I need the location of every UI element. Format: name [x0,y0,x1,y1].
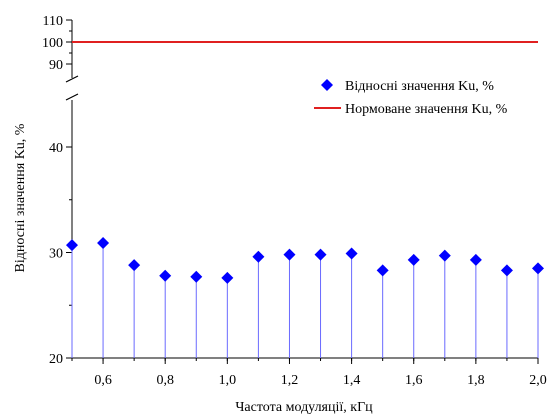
y-tick-label: 20 [49,352,63,367]
y-tick-label: 30 [49,247,63,262]
data-point [128,259,141,272]
data-point [190,270,203,283]
axis-break-mark [65,93,79,101]
data-point [469,253,482,266]
x-tick-label: 0,6 [94,373,112,388]
y-tick-label: 90 [49,58,63,73]
x-tick-label: 1,2 [281,373,299,388]
y-tick-label: 100 [42,36,63,51]
data-point [283,248,296,261]
x-axis-title: Частота модуляції, кГц [235,400,373,414]
data-point [438,249,451,262]
x-tick-label: 0,8 [156,373,174,388]
data-point [221,271,234,284]
legend-label-measured: Відносні значення Ku, % [345,79,494,94]
legend-label-normative: Нормоване значення Ku, % [345,102,508,117]
data-point [66,239,78,252]
legend: Відносні значення Ku, % Нормоване значен… [314,79,508,117]
x-tick-label: 1,8 [467,373,485,388]
data-point [97,237,110,250]
data-point [159,269,172,282]
legend-marker-diamond [321,79,333,91]
y-axis-title: Відносні значення Ku, % [13,123,28,272]
data-point [252,250,265,263]
data-point [500,264,513,277]
x-tick-label: 1,0 [219,373,237,388]
data-point [345,247,358,260]
y-tick-label: 40 [49,141,63,156]
axis-break-mark [65,75,79,83]
x-tick-label: 2,0 [529,373,547,388]
x-tick-label: 1,6 [405,373,423,388]
y-tick-label: 110 [43,14,63,29]
x-tick-label: 1,4 [343,373,361,388]
plot-area: 20 30 40 90 100 110 0,6 0,8 1,0 1,2 1,4 1,6 1,8 2,0 [42,14,547,388]
data-point [407,253,420,266]
data-point [376,264,389,277]
data-point [532,262,544,275]
data-point [314,248,327,261]
